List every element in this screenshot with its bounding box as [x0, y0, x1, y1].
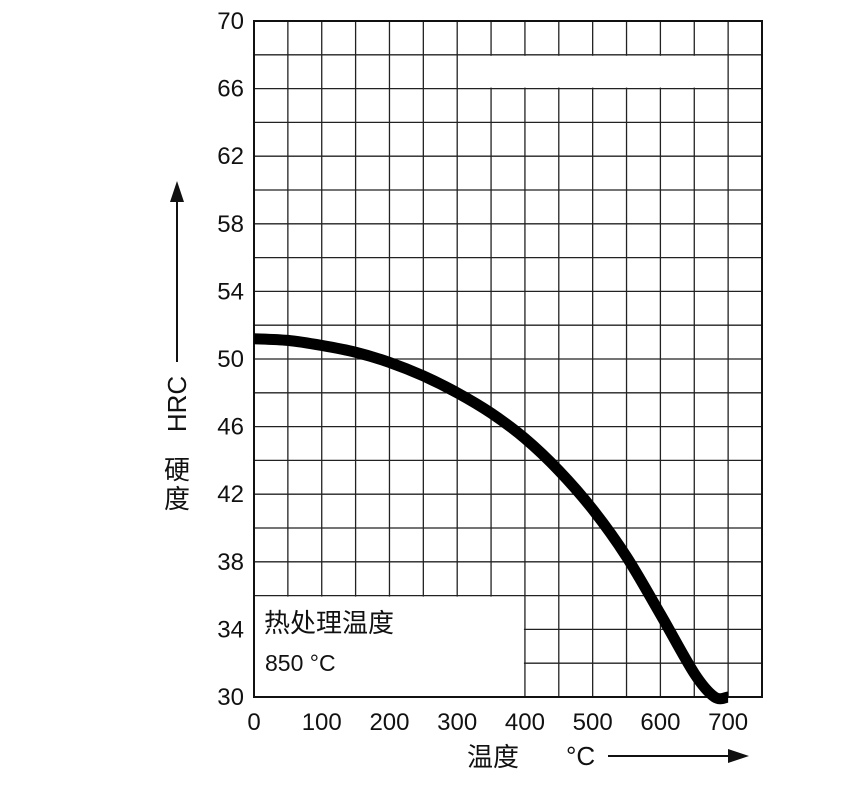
x-tick-label: 200 [369, 709, 409, 736]
y-tick-label: 58 [217, 211, 244, 238]
x-axis-unit: °C [566, 741, 595, 771]
x-tick-label: 700 [708, 709, 748, 736]
x-axis-arrow-head [728, 749, 749, 763]
x-tick-label: 600 [640, 709, 680, 736]
x-tick-label: 500 [573, 709, 613, 736]
y-tick-label: 46 [217, 414, 244, 441]
x-axis-title: 温度 [467, 743, 519, 773]
annotation-title: 热处理温度 [264, 609, 394, 639]
plot-frame [253, 20, 763, 698]
annotation-box-area [255, 596, 524, 696]
x-axis-label: 温度 °C [467, 741, 749, 773]
legend-blank-area [458, 55, 728, 88]
y-tick-label: 66 [217, 76, 244, 103]
y-axis-arrow-head [170, 181, 184, 202]
x-tick-label: 0 [247, 709, 260, 736]
y-tick-label: 34 [217, 616, 244, 643]
y-axis-label: HRC 硬 度 [162, 181, 192, 515]
y-tick-label: 42 [217, 481, 244, 508]
x-tick-label: 100 [302, 709, 342, 736]
grid [254, 21, 762, 697]
annotation-value: 850 °C [265, 650, 336, 676]
hardness-curve [253, 333, 730, 705]
y-axis-title-char-2: 度 [164, 485, 190, 515]
y-tick-labels: 30 34 38 42 46 50 54 58 62 66 70 [217, 8, 244, 711]
y-tick-label: 54 [217, 278, 244, 305]
y-axis-title-char-1: 硬 [164, 456, 190, 486]
y-tick-label: 30 [217, 684, 244, 711]
x-tick-label: 400 [505, 709, 545, 736]
x-tick-label: 300 [437, 709, 477, 736]
y-axis-unit: HRC [162, 376, 192, 432]
y-tick-label: 50 [217, 346, 244, 373]
y-tick-label: 70 [217, 8, 244, 35]
y-tick-label: 62 [217, 143, 244, 170]
y-tick-label: 38 [217, 549, 244, 576]
x-tick-labels: 0 100 200 300 400 500 600 700 [247, 709, 748, 736]
